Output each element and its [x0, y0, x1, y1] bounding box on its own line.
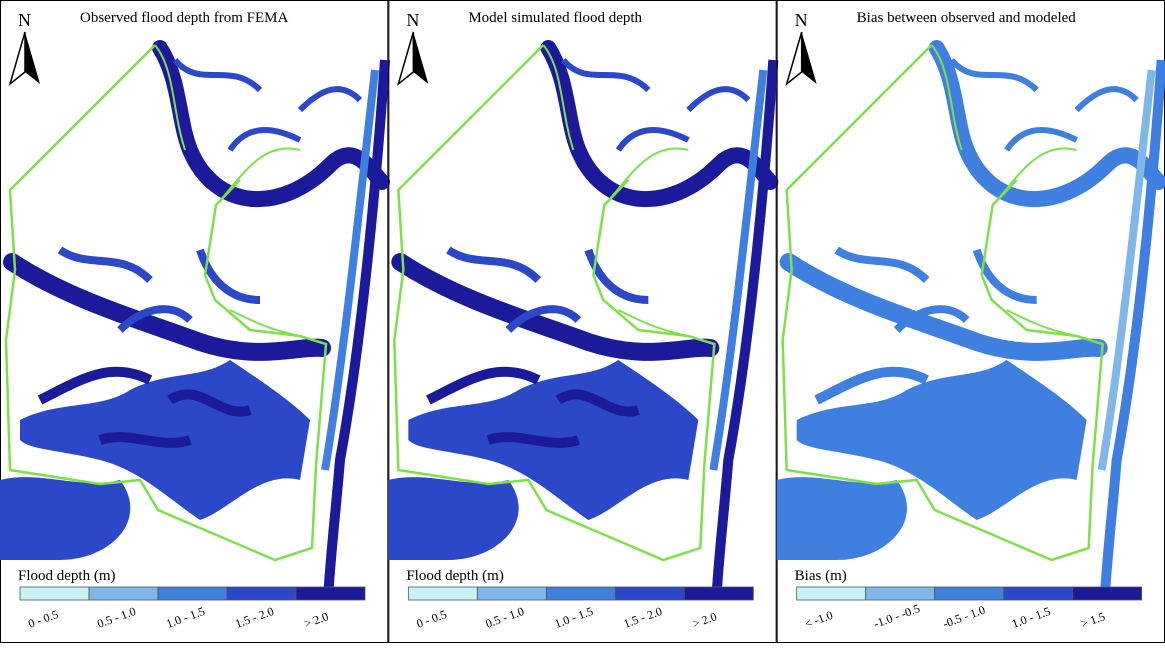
legend-label: 1.0 - 1.5: [553, 604, 595, 631]
legend-swatch: [158, 587, 227, 600]
map-panel: N Model simulated flood depth Flood depth …: [388, 1, 776, 643]
legend-swatch: [408, 587, 477, 600]
legend-swatch: [615, 587, 684, 600]
north-arrow: [802, 32, 817, 84]
legend-label: -1.0 - -0.5: [872, 601, 922, 631]
panel-title: Model simulated flood depth: [468, 10, 642, 26]
flood-map: [0, 45, 385, 600]
legend-label: 0.5 - 1.0: [95, 604, 137, 631]
map-panel: N Observed flood depth from FEMA Flood dep…: [0, 1, 388, 643]
legend-swatch: [935, 587, 1004, 600]
legend-label: > 2.0: [691, 609, 719, 631]
legend-label: 0 - 0.5: [415, 607, 449, 631]
legend-swatch: [227, 587, 296, 600]
legend-label: 1.0 - 1.5: [164, 604, 206, 631]
legend-swatch: [20, 587, 89, 600]
legend-label: 1.0 - 1.5: [1010, 604, 1052, 631]
legend-label: < -1.0: [803, 608, 835, 631]
legend-swatch: [1073, 587, 1142, 600]
legend-label: > 2.0: [302, 609, 330, 631]
map-panel: N Bias between observed and modeled Bias (…: [777, 1, 1165, 643]
north-arrow: [398, 32, 413, 84]
legend-title: Bias (m): [795, 568, 847, 584]
legend-swatch: [1004, 587, 1073, 600]
legend-title: Flood depth (m): [406, 568, 504, 584]
panel-title: Observed flood depth from FEMA: [80, 10, 288, 26]
legend-swatch: [296, 587, 365, 600]
north-arrow: [413, 32, 428, 84]
north-arrow: [787, 32, 802, 84]
panel-title: Bias between observed and modeled: [857, 10, 1077, 26]
legend-label: > 1.5: [1079, 609, 1107, 631]
flood-map: [388, 45, 773, 600]
legend-label: -0.5 - 1.0: [941, 603, 987, 631]
north-arrow: [25, 32, 40, 84]
legend-label: 0.5 - 1.0: [484, 604, 526, 631]
legend-label: 1.5 - 2.0: [622, 604, 664, 631]
legend-swatch: [89, 587, 158, 600]
north-label: N: [406, 10, 419, 30]
legend-swatch: [684, 587, 753, 600]
north-label: N: [18, 10, 31, 30]
legend-label: 1.5 - 2.0: [233, 604, 275, 631]
north-arrow: [10, 32, 25, 84]
legend-swatch: [866, 587, 935, 600]
legend-title: Flood depth (m): [18, 568, 116, 584]
legend-label: 0 - 0.5: [26, 607, 60, 631]
legend-swatch: [477, 587, 546, 600]
legend-swatch: [546, 587, 615, 600]
legend-swatch: [797, 587, 866, 600]
flood-map: [777, 45, 1162, 600]
figure: N Observed flood depth from FEMA Flood dep…: [0, 0, 1165, 643]
north-label: N: [795, 10, 808, 30]
